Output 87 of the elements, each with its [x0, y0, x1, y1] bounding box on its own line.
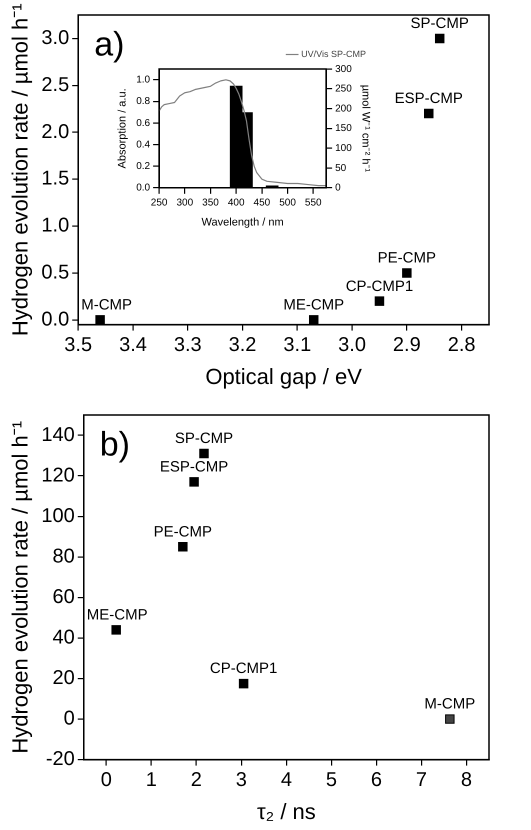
point — [402, 268, 412, 278]
x-axis-title: Optical gap / eV — [205, 364, 362, 389]
y-tick-label: 0 — [64, 708, 75, 730]
y-tick-label: 100 — [41, 504, 75, 527]
y2-axis-title: µmol W⁻¹ cm⁻² h⁻¹ — [359, 84, 372, 172]
annotation: PE-CMP — [154, 523, 212, 540]
x-tick-label: 6 — [370, 769, 382, 792]
point — [189, 477, 199, 487]
y2-tick-label: 250 — [335, 84, 352, 95]
x-tick-label: 300 — [176, 198, 194, 209]
y2-tick-label: 100 — [335, 142, 352, 154]
y-tick-label: 0.5 — [41, 262, 70, 284]
y-tick-label: 20 — [52, 667, 75, 690]
x-tick-label: 3.1 — [283, 334, 312, 356]
x-tick-label: 3.3 — [174, 334, 202, 356]
x-tick-label: 3 — [236, 769, 247, 792]
y-axis-title: Hydrogen evolution rate / µmol h⁻¹ — [7, 420, 32, 754]
x-tick-label: 5 — [326, 769, 337, 792]
y-tick-label: 40 — [52, 626, 75, 648]
annotation: b) — [100, 425, 130, 464]
annotation: ESP-CMP — [394, 90, 463, 108]
y-tick-label: 0.6 — [136, 118, 151, 129]
y-tick-label: 80 — [52, 545, 75, 568]
y2-tick-label: 50 — [335, 162, 347, 174]
y-tick-label: 0.0 — [136, 182, 151, 194]
annotation: PE-CMP — [378, 250, 436, 267]
point — [374, 296, 384, 306]
x-axis-title: Wavelength / nm — [202, 216, 284, 228]
annotation: ESP-CMP — [160, 458, 228, 476]
x-tick-label: 2.9 — [392, 334, 421, 356]
legend-label: UV/Vis SP-CMP — [301, 48, 366, 59]
annotation: SP-CMP — [410, 15, 469, 32]
annotation: M-CMP — [424, 696, 476, 713]
x-tick-label: 0 — [100, 769, 112, 792]
point — [434, 34, 444, 44]
x-tick-label: 3.0 — [338, 334, 366, 356]
y-tick-label: 1.5 — [41, 168, 70, 190]
y-tick-label: 3.0 — [41, 26, 70, 49]
y-tick-label: 0.0 — [41, 308, 70, 330]
x-tick-label: 2 — [190, 769, 202, 792]
x-tick-label: 1 — [146, 769, 157, 792]
x-tick-label: 3.2 — [228, 334, 256, 356]
y2-tick-label: 200 — [335, 103, 352, 114]
x-tick-label: 3.5 — [64, 334, 92, 356]
x-tick-label: 550 — [304, 198, 322, 209]
point — [308, 315, 318, 325]
annotation: CP-CMP1 — [210, 660, 278, 678]
y-tick-label: 140 — [41, 424, 75, 446]
x-tick-label: 3.4 — [119, 334, 147, 356]
y-tick-label: 0.4 — [136, 139, 151, 150]
x-tick-label: 4 — [280, 769, 292, 792]
x-tick-label: 500 — [279, 198, 296, 209]
y-tick-label: 2.5 — [41, 74, 70, 96]
annotation: CP-CMP1 — [346, 278, 414, 295]
y2-tick-label: 150 — [335, 123, 352, 134]
y-tick-label: -20 — [46, 748, 75, 770]
point — [238, 678, 248, 688]
point — [178, 542, 188, 552]
y-axis-title: Absorption / a.u. — [116, 88, 129, 168]
point — [111, 625, 121, 635]
y-tick-label: 0.8 — [136, 96, 151, 108]
y-tick-label: 1.0 — [136, 74, 151, 86]
y2-tick-label: 0 — [335, 182, 342, 194]
point — [424, 108, 434, 118]
point — [445, 714, 455, 724]
y-tick-label: 60 — [52, 586, 75, 608]
x-axis-title: τ₂ / ns — [256, 798, 316, 824]
y-tick-label: 1.0 — [41, 214, 70, 237]
annotation: SP-CMP — [174, 430, 234, 448]
annotation: ME-CMP — [283, 296, 344, 314]
y2-tick-label: 300 — [335, 64, 352, 75]
y-tick-label: 0.2 — [136, 160, 151, 172]
point — [199, 448, 209, 458]
point — [95, 315, 105, 325]
x-tick-label: 7 — [416, 769, 428, 792]
x-tick-label: 400 — [228, 198, 245, 209]
x-tick-label: 250 — [150, 198, 168, 209]
annotation: M-CMP — [81, 296, 132, 314]
x-tick-label: 2.8 — [448, 334, 476, 356]
y-tick-label: 120 — [41, 464, 75, 486]
x-tick-label: 350 — [202, 198, 220, 209]
annotation: a) — [94, 25, 124, 64]
annotation: ME-CMP — [86, 606, 148, 624]
y-axis-title: Hydrogen evolution rate / µmol h⁻¹ — [7, 3, 32, 336]
x-tick-label: 8 — [460, 769, 472, 792]
x-tick-label: 450 — [254, 198, 271, 209]
y-tick-label: 2.0 — [41, 120, 70, 143]
